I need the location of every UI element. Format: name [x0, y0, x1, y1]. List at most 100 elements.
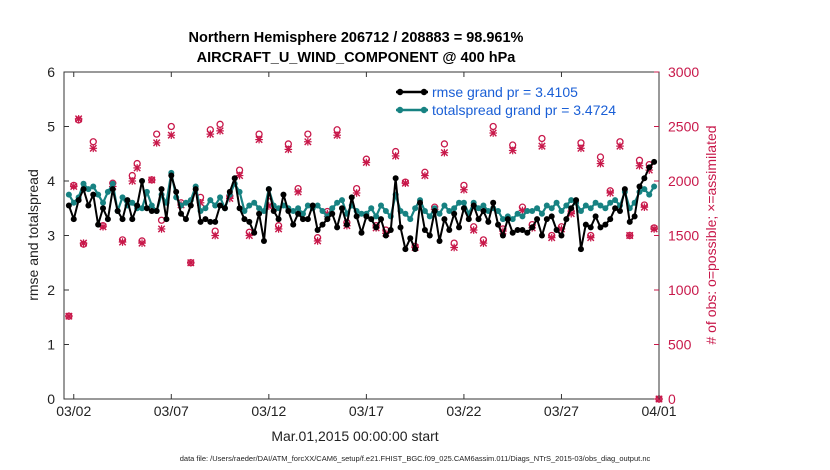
totalspread-point [563, 202, 570, 209]
rmse-point [573, 197, 580, 204]
y2-tick-label: 1000 [668, 282, 699, 298]
rmse-point [509, 229, 516, 236]
legend-spread-marker-right [420, 106, 428, 114]
rmse-point [260, 237, 267, 244]
rmse-point [290, 221, 297, 228]
rmse-point [168, 172, 175, 179]
rmse-point [597, 224, 604, 231]
totalspread-point [290, 207, 297, 214]
totalspread-point [553, 199, 560, 206]
rmse-point [651, 158, 658, 165]
rmse-point [275, 216, 282, 223]
rmse-point [378, 216, 385, 223]
totalspread-point [499, 216, 506, 223]
obs-assimilated-point [596, 159, 605, 168]
rmse-point [353, 213, 360, 220]
rmse-point [334, 224, 341, 231]
rmse-point [480, 207, 487, 214]
obs-assimilated-point [640, 203, 649, 211]
rmse-point [407, 235, 414, 242]
totalspread-point [641, 186, 648, 193]
rmse-point [70, 216, 77, 223]
rmse-point [646, 164, 653, 171]
rmse-point [163, 216, 170, 223]
rmse-point [495, 221, 502, 228]
rmse-point [529, 224, 536, 231]
totalspread-point [651, 183, 658, 190]
obs-possible-point [304, 130, 312, 138]
y2-tick-label: 500 [668, 337, 692, 353]
totalspread-point [451, 205, 458, 212]
totalspread-point [412, 205, 419, 212]
rmse-point [456, 224, 463, 231]
y2-tick-label: 2000 [668, 173, 699, 189]
totalspread-point [378, 202, 385, 209]
totalspread-point [368, 205, 375, 212]
y2-tick-label: 1500 [668, 228, 699, 244]
rmse-point [621, 186, 628, 193]
rmse-point [226, 188, 233, 195]
totalspread-point [90, 183, 97, 190]
rmse-point [309, 202, 316, 209]
rmse-point [173, 188, 180, 195]
obs-assimilated-point [460, 185, 468, 194]
totalspread-point [251, 199, 258, 206]
totalspread-point [70, 199, 77, 206]
totalspread-point [436, 210, 443, 217]
y-tick-label: 6 [47, 64, 55, 80]
rmse-point [90, 191, 97, 198]
rmse-point [538, 232, 545, 239]
totalspread-point [441, 202, 448, 209]
legend: rmse grand pr = 3.4105 totalspread grand… [392, 79, 649, 121]
data-file-footer: data file: /Users/raeder/DAI/ATM_forcXX/… [180, 454, 651, 463]
y2-tick-label: 3000 [668, 64, 699, 80]
totalspread-point [358, 210, 365, 217]
x-tick-label: 04/01 [641, 403, 676, 419]
totalspread-point [529, 207, 536, 214]
rmse-point [65, 202, 72, 209]
obs-assimilated-point [274, 225, 283, 233]
obs-assimilated-point [586, 233, 595, 242]
totalspread-point [338, 197, 345, 204]
rmse-point [382, 232, 389, 239]
rmse-point [207, 218, 214, 225]
totalspread-point [95, 191, 102, 198]
totalspread-point [143, 188, 150, 195]
rmse-point [387, 227, 394, 234]
y-tick-label: 5 [47, 119, 55, 135]
totalspread-point [475, 205, 482, 212]
rmse-point [412, 246, 419, 253]
totalspread-point [260, 207, 267, 214]
obs-assimilated-point [440, 148, 449, 157]
obs-assimilated-point [118, 238, 127, 246]
rmse-point [592, 213, 599, 220]
x-tick-label: 03/22 [446, 403, 481, 419]
rmse-point [338, 205, 345, 212]
rmse-point [373, 224, 380, 231]
rmse-point [417, 199, 424, 206]
obs-possible-point [167, 122, 175, 131]
rmse-point [251, 229, 258, 236]
legend-spread-label: totalspread grand pr = 3.4724 [432, 102, 616, 118]
rmse-point [124, 197, 131, 204]
rmse-point [553, 227, 560, 234]
rmse-point [485, 218, 492, 225]
totalspread-point [587, 205, 594, 212]
obs-possible-point [153, 130, 161, 138]
totalspread-point [329, 205, 336, 212]
obs-assimilated-point [255, 135, 263, 144]
rmse-point [143, 205, 150, 212]
rmse-point [612, 205, 619, 212]
rmse-point [187, 202, 194, 209]
obs-assimilated-point [133, 164, 141, 172]
rmse-point [475, 216, 482, 223]
legend-spread-marker-left [396, 106, 404, 114]
obs-assimilated-point [313, 237, 322, 245]
rmse-point [543, 216, 550, 223]
rmse-point [358, 229, 365, 236]
totalspread-point [460, 199, 467, 206]
y-tick-label: 1 [47, 337, 55, 353]
x-tick-label: 03/12 [251, 403, 286, 419]
totalspread-point [334, 199, 341, 206]
legend-rmse-marker-right [420, 88, 428, 96]
